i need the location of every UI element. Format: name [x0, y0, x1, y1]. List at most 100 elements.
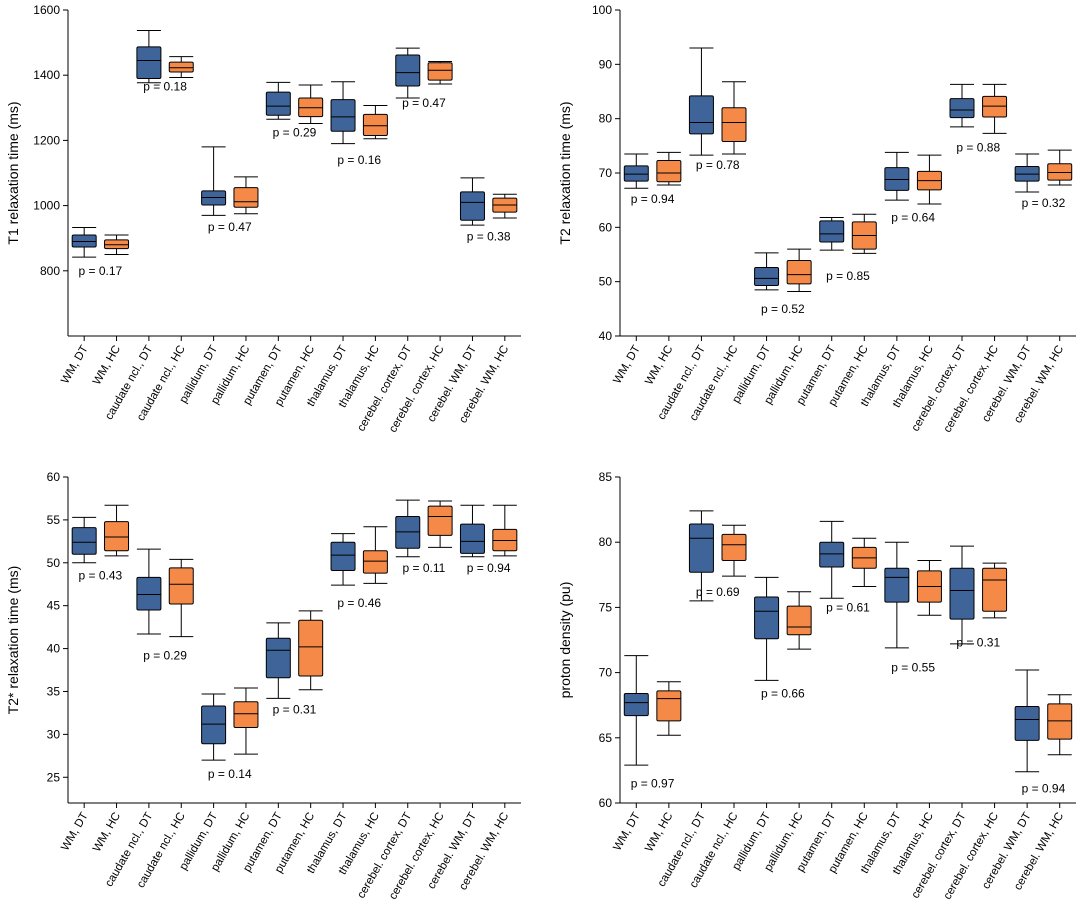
p-value-label: p = 0.94: [1022, 782, 1066, 796]
box-hc: [851, 537, 877, 588]
y-tick-label: 70: [599, 166, 613, 180]
x-tick-label: WM, HC: [643, 811, 675, 855]
box-dt: [688, 47, 714, 156]
t1-panel: 800 1000 1200 1400 1600 T1 relaxation time (m…: [5, 3, 521, 435]
box-dt: [201, 146, 227, 216]
box-hc: [298, 610, 324, 691]
iqr-box: [168, 567, 194, 605]
p-value-label: p = 0.47: [402, 96, 446, 110]
iqr-box: [1047, 703, 1073, 740]
box-hc: [492, 504, 518, 557]
y-axis-label: proton density (pu): [557, 582, 573, 699]
t2-panel: 40 50 60 70 80 90 100 T2 relaxation time (ms) WM…: [557, 3, 1076, 435]
p-value-label: p = 0.17: [78, 264, 122, 278]
y-tick-label: 50: [599, 275, 613, 289]
box-hc: [982, 562, 1008, 619]
p-value-label: p = 0.47: [208, 220, 252, 234]
iqr-box: [136, 46, 162, 79]
box-hc: [492, 193, 518, 219]
y-tick-label: 1600: [33, 3, 60, 17]
iqr-box: [786, 259, 812, 285]
iqr-box: [362, 550, 388, 574]
p-value-label: p = 0.97: [631, 776, 675, 790]
y-tick-label: 60: [599, 796, 613, 810]
iqr-box: [71, 527, 97, 555]
x-tick-label: WM, HC: [91, 344, 123, 388]
iqr-box: [330, 541, 356, 572]
p-value-label: p = 0.55: [891, 660, 935, 674]
y-tick-label: 60: [47, 470, 61, 484]
y-tick-label: 65: [599, 731, 613, 745]
iqr-box: [721, 533, 747, 561]
box-hc: [1047, 149, 1073, 186]
iqr-box: [330, 99, 356, 132]
y-tick-label: 1200: [33, 133, 60, 147]
box-dt: [1014, 153, 1040, 193]
box-hc: [427, 61, 453, 85]
x-tick-label: WM, DT: [611, 344, 642, 387]
iqr-box: [819, 541, 845, 568]
iqr-box: [427, 62, 453, 81]
y-tick-label: 100: [592, 3, 612, 17]
box-hc: [104, 234, 130, 255]
p-value-label: p = 0.11: [403, 561, 446, 575]
iqr-box: [721, 107, 747, 142]
x-tick-label: WM, DT: [611, 811, 642, 854]
y-tick-label: 40: [47, 642, 61, 656]
y-tick-label: 80: [599, 535, 613, 549]
box-hc: [786, 248, 812, 292]
p-value-label: p = 0.94: [631, 192, 675, 206]
iqr-box: [949, 98, 975, 119]
iqr-box: [168, 61, 194, 73]
y-tick-label: 35: [47, 684, 61, 698]
p-value-label: p = 0.52: [761, 302, 805, 316]
y-tick-label: 60: [599, 220, 613, 234]
p-value-label: p = 0.66: [761, 686, 805, 700]
y-tick-label: 70: [599, 666, 613, 680]
y-tick-label: 75: [599, 600, 613, 614]
iqr-box: [1014, 706, 1040, 741]
box-dt: [884, 151, 910, 201]
p-value-label: p = 0.43: [78, 569, 122, 583]
box-dt: [754, 252, 780, 291]
p-value-label: p = 0.16: [337, 153, 381, 167]
iqr-box: [623, 165, 649, 182]
t2star-panel: 25 30 35 40 45 50 55 60 T2* relaxation time (ms)…: [5, 470, 521, 902]
p-value-label: p = 0.31: [273, 702, 317, 716]
x-tick-label: WM, DT: [59, 344, 90, 387]
box-hc: [233, 176, 259, 215]
box-dt: [459, 177, 485, 226]
iqr-box: [265, 637, 291, 679]
box-hc: [168, 56, 194, 78]
box-dt: [459, 504, 485, 558]
p-value-label: p = 0.85: [826, 269, 870, 283]
box-dt: [201, 693, 227, 761]
iqr-box: [104, 521, 130, 552]
box-dt: [265, 622, 291, 699]
p-value-label: p = 0.64: [891, 211, 935, 225]
iqr-box: [1047, 163, 1073, 181]
box-dt: [330, 533, 356, 586]
iqr-box: [688, 95, 714, 135]
box-hc: [168, 558, 194, 638]
box-dt: [949, 83, 975, 128]
iqr-box: [362, 113, 388, 137]
p-value-label: p = 0.78: [696, 158, 740, 172]
box-dt: [71, 516, 97, 564]
iqr-box: [459, 191, 485, 221]
p-value-label: p = 0.88: [956, 140, 1000, 154]
box-hc: [982, 83, 1008, 134]
p-value-label: p = 0.46: [337, 596, 381, 610]
iqr-box: [427, 505, 453, 536]
iqr-box: [265, 91, 291, 116]
iqr-box: [298, 619, 324, 677]
box-hc: [721, 81, 747, 155]
p-value-label: p = 0.61: [826, 600, 870, 614]
p-value-label: p = 0.69: [696, 585, 740, 599]
p-value-label: p = 0.32: [1022, 196, 1066, 210]
iqr-box: [201, 705, 227, 745]
box-dt: [136, 30, 162, 84]
box-dt: [819, 520, 845, 599]
iqr-box: [623, 692, 649, 717]
iqr-box: [395, 54, 421, 87]
